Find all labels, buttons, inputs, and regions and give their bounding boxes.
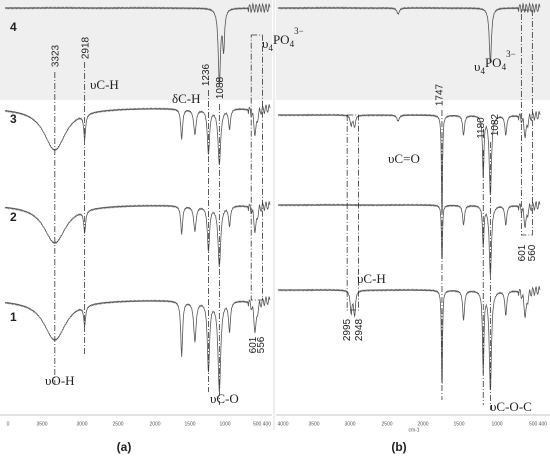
spectrum-b2 — [277, 201, 541, 275]
phosphate-part: PO — [485, 55, 502, 70]
annotation: υC-H — [90, 77, 119, 92]
spectrum-a4 — [4, 2, 271, 85]
peak-label: 556 — [256, 336, 267, 353]
peak-label: 2995 — [342, 318, 353, 341]
peak-box — [346, 114, 359, 311]
phosphate-part: 4 — [290, 39, 295, 49]
spectrum-a1 — [4, 295, 271, 392]
x-tick-label: 500 400 — [253, 421, 271, 427]
spectrum-b3 — [277, 111, 541, 214]
peak-label: 1088 — [215, 76, 226, 99]
band-a — [0, 0, 272, 100]
annotation: υC-O-C — [490, 399, 532, 414]
x-tick-label: 3500 — [308, 421, 319, 427]
peak-label: 1236 — [201, 63, 212, 86]
phosphate-part: 3− — [506, 49, 516, 59]
caption: (a) — [117, 440, 132, 454]
annotation: υC=O — [388, 151, 420, 166]
peak-box — [250, 34, 263, 301]
peak-box — [520, 9, 533, 236]
x-tick-label: 500 400 — [529, 421, 547, 427]
peak-label: 601 — [248, 336, 259, 353]
trace-label: 4 — [10, 20, 17, 34]
phosphate-part: υ — [474, 59, 480, 74]
trace-label: 1 — [10, 310, 17, 324]
annotation: υC-H — [357, 271, 386, 286]
peak-label: 2918 — [80, 36, 91, 59]
phosphate-label: υ4PO43− — [474, 49, 516, 76]
x-tick-label: 2000 — [417, 421, 428, 427]
x-tick-label: 3000 — [344, 421, 355, 427]
spectrum-a2 — [4, 201, 271, 267]
x-tick-label: 1500 — [453, 421, 464, 427]
annotation: υC-O — [210, 391, 239, 406]
peak-label: 560 — [527, 244, 538, 261]
phosphate-part: 4 — [502, 62, 507, 72]
x-tick-label: 1500 — [184, 421, 195, 427]
phosphate-label: υ4PO43− — [262, 26, 304, 53]
spectrum-b1 — [277, 286, 541, 390]
x-tick-label: 2500 — [381, 421, 392, 427]
peak-label: 1180 — [476, 117, 487, 139]
phosphate-part: 3− — [294, 26, 304, 36]
x-tick-label: 3500 — [36, 421, 47, 427]
peak-label: 1747 — [435, 83, 446, 106]
x-tick-label: 1000 — [219, 421, 230, 427]
annotation: δC-H — [172, 91, 201, 106]
spectrum-a3 — [4, 104, 271, 165]
phosphate-part: PO — [273, 32, 290, 47]
trace-label: 2 — [10, 210, 17, 224]
axis-unit: cm-1 — [408, 427, 419, 433]
peak-label: 1082 — [490, 113, 501, 136]
spectrum-b4 — [277, 2, 541, 64]
peak-label: 601 — [517, 244, 528, 261]
trace-label: 3 — [10, 112, 17, 126]
x-tick-label: 2000 — [149, 421, 160, 427]
phosphate-part: υ — [262, 36, 268, 51]
x-tick-label: 4000 — [277, 421, 288, 427]
peak-label: 3323 — [50, 44, 61, 67]
x-tick-label: 0 — [7, 421, 10, 427]
x-tick-label: 1000 — [491, 421, 502, 427]
caption: (b) — [391, 440, 406, 454]
phosphate-part: 4 — [268, 43, 273, 53]
x-tick-label: 2500 — [112, 421, 123, 427]
peak-label: 2948 — [354, 318, 365, 341]
phosphate-part: 4 — [480, 66, 485, 76]
x-tick-label: 3000 — [76, 421, 87, 427]
annotation: υO-H — [45, 373, 75, 388]
band-b — [276, 0, 550, 100]
